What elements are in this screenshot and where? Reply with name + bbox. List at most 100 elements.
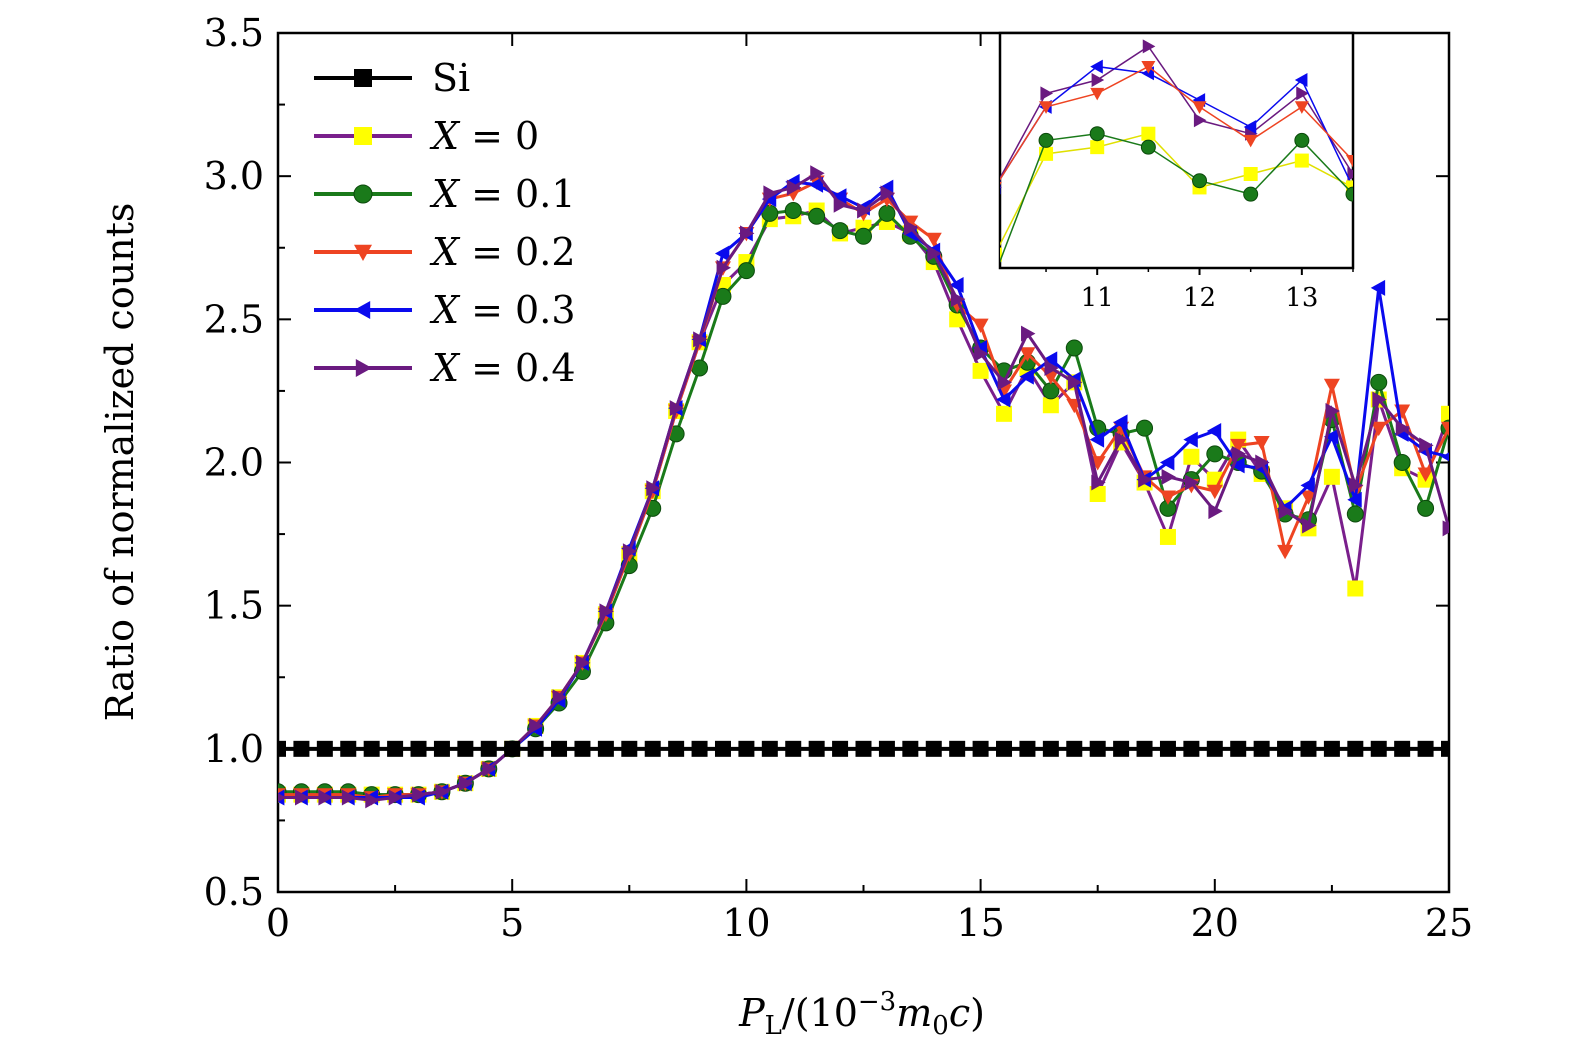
data-point [574,740,591,757]
data-point [412,786,427,803]
inset-data-point [1192,173,1208,189]
data-point [1230,457,1245,474]
data-point [786,179,802,196]
data-point [576,654,591,671]
data-point [529,717,544,734]
data-point [1091,474,1106,491]
data-point [1089,740,1106,757]
legend-swatch-marker [353,184,373,204]
data-point [597,740,614,757]
data-point [785,740,802,757]
data-point [1089,485,1106,502]
data-point [949,276,964,293]
data-point [833,196,849,213]
data-point [1323,740,1340,757]
data-point [763,185,778,202]
inset-data-point [1040,86,1054,101]
legend-item-x-0-4: X = 0.4 [314,346,576,390]
inset-data-point [1000,247,1002,262]
data-point [1021,325,1036,342]
legend-label: X = 0.4 [429,346,576,390]
data-point [808,740,825,757]
data-point [1417,467,1434,482]
data-point [1066,740,1083,757]
data-point [1442,520,1449,537]
x-tick-label: 20 [1191,901,1239,945]
data-point [480,740,497,757]
data-point [1019,347,1036,362]
data-point [1159,740,1176,757]
data-point [950,291,966,308]
data-point [740,225,755,242]
series-x-0-4 [278,165,1449,809]
y-axis-title: Ratio of normalized counts [98,203,142,722]
data-point [1348,477,1364,494]
x-tick-label: 5 [500,901,524,945]
data-point [1278,503,1294,520]
data-point [644,740,661,757]
data-point [1113,414,1128,431]
data-point [1136,740,1153,757]
data-point [691,740,708,757]
main-axis-ticks: 0 5 10 15 20 25 0.5 1.0 1.5 2.0 2.5 3.0 3.5 [204,11,1474,945]
legend-swatch-marker [354,69,372,87]
inset-data-point [1243,134,1258,148]
inset-series-line [1000,132,1353,247]
data-point [646,480,661,497]
data-point [1042,351,1058,368]
data-point [1206,740,1223,757]
data-point [1065,339,1083,357]
data-point [1370,279,1386,296]
inset-frame [998,31,1355,270]
data-point [1370,373,1388,391]
data-point [808,176,824,193]
inset-data-point [1141,60,1156,74]
data-point [857,202,872,219]
inset-data-point [1192,101,1207,114]
data-point [1372,391,1387,408]
legend-label: X = 0.1 [429,172,576,216]
inset-data-point [1294,132,1310,148]
data-point [1395,420,1411,437]
inset-data-point [1090,140,1105,155]
data-point [457,740,474,757]
inset-data-point [1193,113,1207,128]
data-point [668,740,685,757]
x-tick-label: 15 [956,901,1004,945]
data-point [622,543,638,560]
x-tick-label: 10 [722,901,770,945]
data-point [1419,437,1434,454]
legend-item-x-0-3: X = 0.3 [314,288,576,332]
data-point [278,740,286,757]
inset-data-point [1089,126,1105,142]
data-point [972,740,989,757]
legend-item-x-0: X = 0 [314,114,539,158]
data-point [388,789,404,806]
y-tick-label: 0.5 [204,870,264,914]
data-point [458,775,474,792]
y-tick-label: 3.0 [204,154,264,198]
data-point [1441,405,1449,422]
data-point [1042,397,1059,414]
data-point [1231,445,1247,462]
data-point [1277,740,1294,757]
data-point [1441,740,1449,757]
data-point [810,165,825,182]
series-si [278,740,1449,757]
data-point [761,740,778,757]
inset-data-point [1000,181,1002,186]
legend: Si X = 0 X = 0.1 X = 0.2 X = 0.3 X = 0.4 [314,56,576,390]
inset-data-point [1346,180,1353,195]
data-point [1208,503,1223,520]
data-point [1138,471,1153,488]
inset-data-point [1294,101,1309,114]
data-point [1206,423,1222,440]
data-point [878,740,895,757]
data-point [808,207,826,225]
data-point [1136,419,1154,437]
data-point [832,188,847,205]
legend-swatch-marker [354,127,372,145]
data-point [925,232,942,248]
data-point [925,740,942,757]
